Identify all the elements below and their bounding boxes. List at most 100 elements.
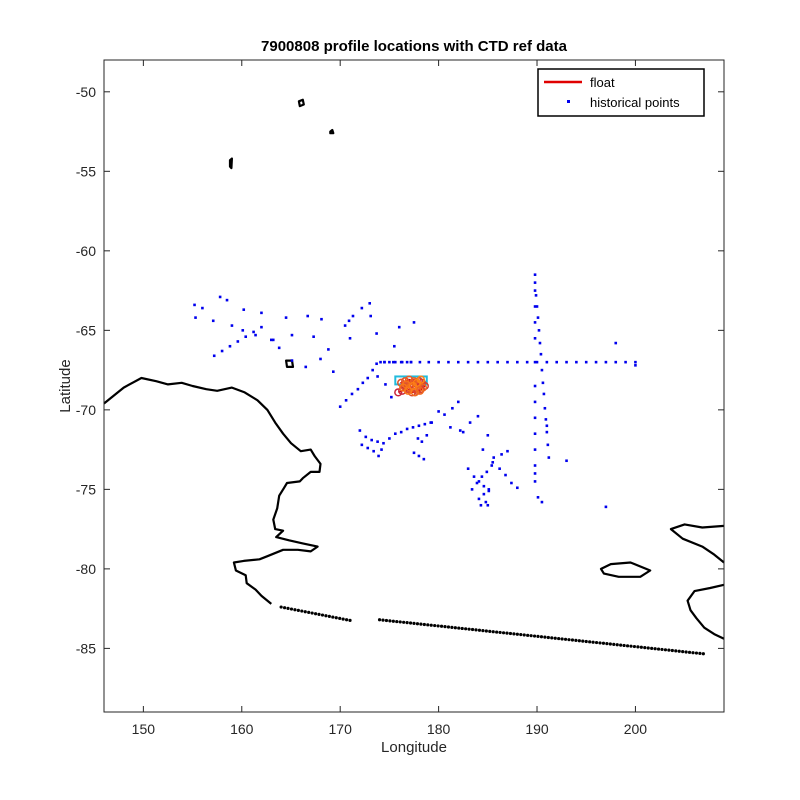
y-axis: -50 -55 -60 -65 -70 -75 -80 -85 — [76, 84, 724, 656]
legend-box — [537, 68, 705, 117]
ice-shelf-dot — [570, 638, 575, 642]
historical-point — [555, 360, 558, 364]
historical-point — [533, 464, 537, 467]
ice-shelf-dot — [636, 645, 640, 649]
ice-shelf-dot — [470, 627, 475, 632]
historical-point — [490, 464, 494, 467]
ice-shelf-dot — [331, 615, 335, 619]
historical-point — [306, 314, 310, 318]
ice-shelf-dot — [598, 641, 602, 645]
historical-point — [290, 333, 294, 337]
historical-point — [536, 316, 540, 319]
ice-shelf-dot — [526, 633, 530, 637]
historical-point — [545, 424, 549, 428]
historical-point — [486, 503, 490, 507]
ice-shelf-dot — [639, 645, 643, 649]
ice-shelf-dot — [481, 629, 485, 633]
historical-point — [477, 497, 481, 501]
ice-shelf-dot — [464, 627, 468, 631]
historical-point — [486, 433, 490, 437]
historical-point — [482, 492, 486, 496]
ice-shelf-dot — [282, 606, 287, 610]
historical-point — [399, 430, 403, 434]
historical-point — [427, 360, 431, 364]
historical-point — [228, 344, 232, 348]
ice-shelf-dot — [289, 607, 294, 611]
historical-point — [540, 500, 544, 504]
ice-shelf-dot — [293, 608, 297, 612]
historical-point — [220, 349, 224, 353]
historical-point — [425, 433, 429, 437]
ice-shelf-dot — [588, 640, 592, 644]
historical-point — [533, 360, 537, 364]
historical-point — [351, 314, 355, 318]
historical-point — [533, 281, 537, 284]
coastline-campbell-island — [329, 128, 335, 135]
ice-shelf-dot — [505, 631, 509, 635]
float-point — [403, 386, 413, 395]
historical-point — [384, 383, 387, 386]
ice-shelf-dot — [508, 631, 513, 636]
ice-shelf-dot — [377, 618, 382, 622]
historical-point — [393, 344, 396, 348]
historical-point — [458, 429, 462, 432]
historical-point — [350, 392, 354, 396]
y-tick-label: -70 — [76, 402, 96, 418]
ice-shelf-dot — [419, 622, 423, 626]
historical-point — [260, 311, 263, 315]
historical-point — [443, 413, 446, 416]
historical-point — [604, 505, 608, 509]
ice-shelf-dot — [560, 637, 564, 641]
ice-shelf-dot — [467, 627, 471, 631]
historical-point — [271, 338, 275, 342]
historical-point — [496, 360, 499, 364]
historical-point — [498, 467, 501, 470]
coastline-layer — [103, 98, 725, 656]
x-tick-label: 200 — [624, 721, 648, 737]
ice-shelf-dot — [422, 622, 426, 627]
x-tick-label: 180 — [427, 721, 451, 737]
ice-shelf-dot — [574, 638, 578, 642]
historical-point — [472, 475, 476, 478]
historical-point — [546, 443, 550, 447]
ice-shelf-dot — [433, 623, 437, 628]
ice-shelf-dot — [338, 616, 342, 620]
ice-shelf-dot — [405, 621, 409, 625]
historical-point — [319, 357, 322, 361]
historical-point — [375, 332, 378, 335]
historical-point — [604, 360, 608, 364]
ice-shelf-dot — [310, 611, 314, 615]
historical-point — [534, 294, 538, 297]
historical-point — [506, 449, 509, 453]
historical-point — [466, 467, 470, 470]
legend: float historical points — [537, 68, 705, 117]
historical-point — [409, 360, 413, 364]
y-tick-label: -85 — [76, 640, 96, 656]
historical-point — [375, 362, 378, 366]
historical-point — [338, 405, 342, 408]
historical-point — [543, 406, 547, 410]
ice-shelf-dot — [300, 609, 304, 613]
historical-point — [344, 399, 348, 402]
historical-point — [634, 364, 637, 367]
ice-shelf-dot — [643, 646, 647, 650]
x-tick-label: 190 — [525, 721, 549, 737]
historical-point — [412, 321, 416, 324]
ice-shelf-dot — [495, 630, 499, 634]
ice-shelf-dot — [429, 623, 433, 627]
historical-points-layer — [193, 273, 637, 509]
historical-point — [394, 432, 397, 436]
ice-shelf-dot — [307, 610, 311, 614]
historical-point — [360, 443, 364, 447]
ice-shelf-dot — [539, 635, 544, 639]
historical-point — [537, 329, 541, 332]
ice-shelf-dot — [629, 644, 633, 648]
historical-point — [484, 500, 488, 504]
historical-point — [480, 475, 484, 478]
historical-point — [485, 470, 489, 474]
historical-point — [230, 324, 234, 327]
historical-point — [533, 480, 537, 483]
historical-point — [525, 360, 529, 364]
coastline-ross-shelf-edge — [686, 583, 725, 640]
ice-shelf-dot — [677, 649, 681, 653]
